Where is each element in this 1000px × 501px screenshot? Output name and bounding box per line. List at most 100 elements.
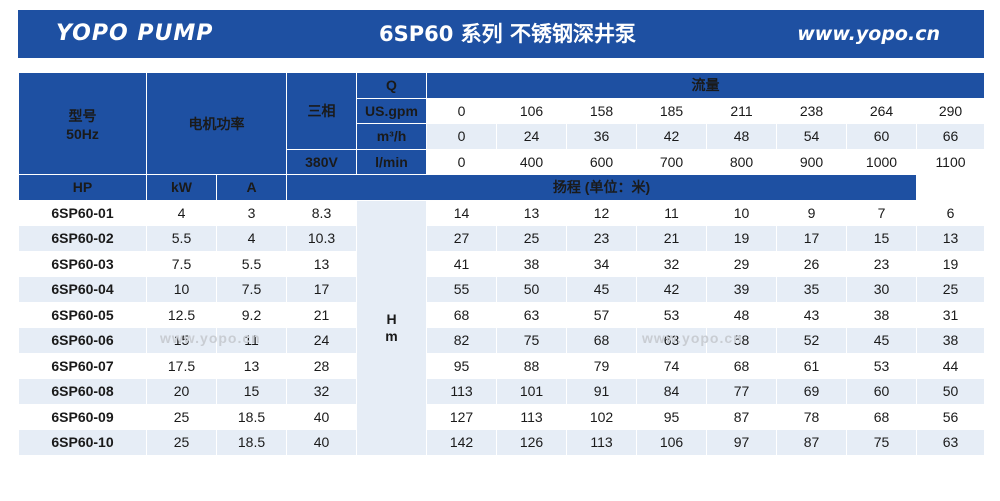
head-value: 9 — [776, 199, 847, 226]
flow-value: 158 — [566, 97, 637, 124]
flow-value: 1000 — [846, 148, 917, 175]
head-value: 19 — [916, 250, 985, 277]
head-value: 68 — [846, 403, 917, 430]
flow-value: 66 — [916, 123, 985, 150]
unit-m3h: m³/h — [356, 123, 427, 150]
head-value: 142 — [426, 429, 497, 456]
head-value: 106 — [636, 429, 707, 456]
header-row-q: 型号 50Hz 电机功率 三相 Q 流量 — [18, 72, 985, 175]
head-value: 60 — [846, 378, 917, 405]
head-value: 45 — [846, 327, 917, 354]
flow-row-lmin: 380V l/min 0 400 600 700 800 900 1000 11… — [19, 148, 985, 175]
flow-value: 400 — [496, 148, 567, 175]
flow-value: 211 — [706, 97, 777, 124]
voltage-header: 380V — [286, 148, 357, 175]
head-value: 68 — [706, 352, 777, 379]
flow-value: 42 — [636, 123, 707, 150]
head-value: 55 — [426, 276, 497, 303]
flow-value: 0 — [426, 148, 497, 175]
amp-cell: 32 — [286, 378, 357, 405]
head-value: 50 — [496, 276, 567, 303]
model-cell: 6SP60-07 — [18, 352, 147, 379]
amp-header: A — [216, 174, 287, 201]
three-phase-header: 三相 — [286, 72, 357, 150]
motor-power-header: 电机功率 — [146, 72, 287, 175]
head-value: 88 — [496, 352, 567, 379]
kw-cell: 18.5 — [216, 403, 287, 430]
kw-cell: 13 — [216, 352, 287, 379]
head-value: 39 — [706, 276, 777, 303]
head-value: 7 — [846, 199, 917, 226]
amp-cell: 40 — [286, 429, 357, 456]
table-row: 6SP60-04 10 7.5 17 55 50 45 42 39 35 30 25 — [18, 276, 985, 303]
head-value: 68 — [566, 327, 637, 354]
head-value: 102 — [566, 403, 637, 430]
hp-cell: 4 — [146, 199, 217, 226]
head-value: 95 — [426, 352, 497, 379]
table-row: 6SP60-06 15 11 24 82 75 68 63 58 52 45 38 — [18, 327, 985, 354]
head-unit-h: H — [386, 310, 397, 327]
head-value: 87 — [706, 403, 777, 430]
head-value: 38 — [496, 250, 567, 277]
head-value: 11 — [636, 199, 707, 226]
frequency-label: 50Hz — [66, 125, 99, 142]
head-value: 32 — [636, 250, 707, 277]
head-value: 48 — [706, 301, 777, 328]
hp-cell: 12.5 — [146, 301, 217, 328]
head-value: 42 — [636, 276, 707, 303]
amp-cell: 13 — [286, 250, 357, 277]
head-value: 113 — [566, 429, 637, 456]
head-value: 27 — [426, 225, 497, 252]
head-value: 113 — [496, 403, 567, 430]
series-title: 6SP60 系列 不锈钢深井泵 — [379, 22, 636, 46]
head-value: 97 — [706, 429, 777, 456]
table-row: 6SP60-09 25 18.5 40 127 113 102 95 87 78 68 56 — [18, 403, 985, 430]
table-row: 6SP60-05 12.5 9.2 21 68 63 57 53 48 43 38 31 — [18, 301, 985, 328]
hp-cell: 10 — [146, 276, 217, 303]
head-value: 13 — [496, 199, 567, 226]
units-header-row: HP kW A 扬程 (单位：米) — [18, 174, 985, 201]
head-value: 126 — [496, 429, 567, 456]
head-value: 53 — [636, 301, 707, 328]
head-value: 35 — [776, 276, 847, 303]
head-value: 56 — [916, 403, 985, 430]
head-value: 68 — [426, 301, 497, 328]
head-value: 31 — [916, 301, 985, 328]
head-value: 19 — [706, 225, 777, 252]
flow-value: 900 — [776, 148, 847, 175]
head-value: 38 — [846, 301, 917, 328]
head-value: 53 — [846, 352, 917, 379]
model-cell: 6SP60-04 — [18, 276, 147, 303]
model-cell: 6SP60-08 — [18, 378, 147, 405]
head-value: 25 — [496, 225, 567, 252]
head-value: 69 — [776, 378, 847, 405]
hp-cell: 17.5 — [146, 352, 217, 379]
amp-cell: 28 — [286, 352, 357, 379]
head-value: 57 — [566, 301, 637, 328]
head-value: 45 — [566, 276, 637, 303]
head-value: 15 — [846, 225, 917, 252]
model-cell: 6SP60-03 — [18, 250, 147, 277]
head-value: 6 — [916, 199, 985, 226]
flow-value: 1100 — [916, 148, 985, 175]
head-value: 58 — [706, 327, 777, 354]
table-row: 6SP60-10 25 18.5 40 142 126 113 106 97 87 75 63 — [18, 429, 985, 456]
model-cell: 6SP60-09 — [18, 403, 147, 430]
flow-value: 264 — [846, 97, 917, 124]
website-url: www.yopo.cn — [797, 23, 940, 45]
amp-cell: 17 — [286, 276, 357, 303]
kw-header: kW — [146, 174, 217, 201]
model-cell: 6SP60-01 — [18, 199, 147, 226]
head-value: 50 — [916, 378, 985, 405]
unit-gpm: US.gpm — [356, 97, 427, 124]
head-value: 77 — [706, 378, 777, 405]
hp-header: HP — [18, 174, 147, 201]
model-cell: 6SP60-06 — [18, 327, 147, 354]
amp-cell: 40 — [286, 403, 357, 430]
head-value: 23 — [566, 225, 637, 252]
flow-value: 800 — [706, 148, 777, 175]
head-value: 63 — [636, 327, 707, 354]
flow-value: 106 — [496, 97, 567, 124]
flow-value: 700 — [636, 148, 707, 175]
